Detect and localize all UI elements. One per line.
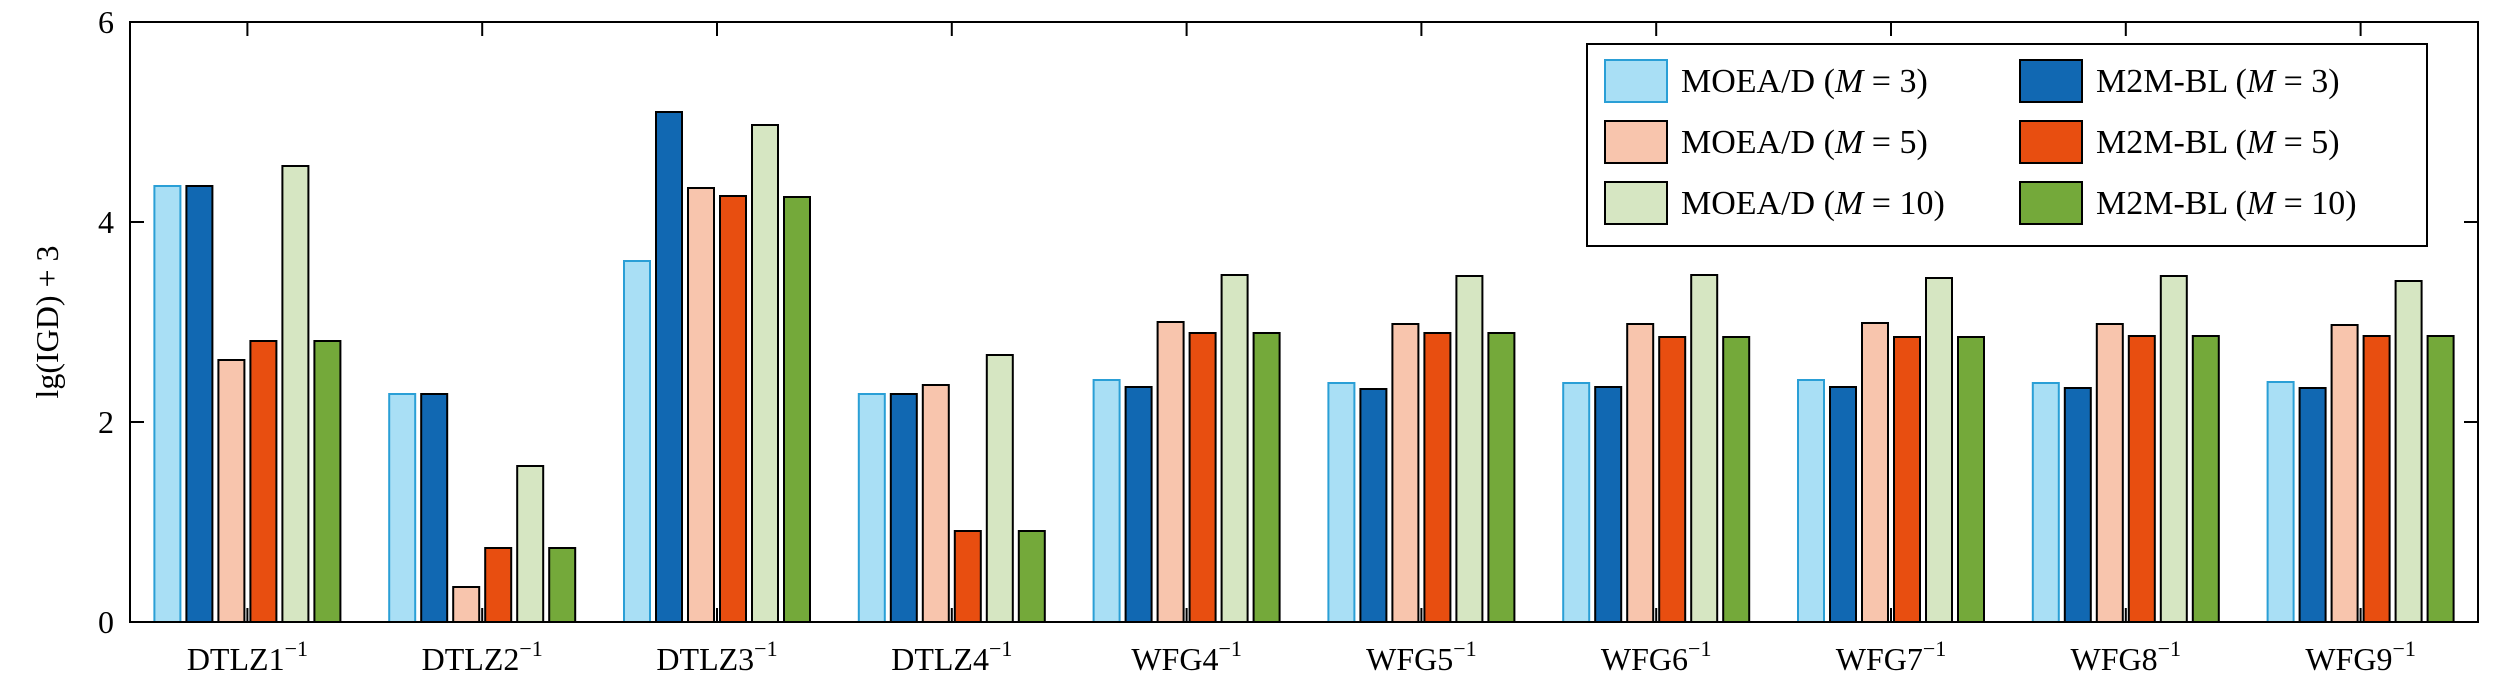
bar-wfg9-series-3 bbox=[2330, 324, 2359, 623]
bar-wfg5-series-6 bbox=[1487, 332, 1516, 623]
x-tick-label-dtlz1: DTLZ1−1 bbox=[187, 636, 308, 677]
bar-dtlz1-series-2 bbox=[185, 185, 214, 623]
legend-swatch-4 bbox=[2019, 120, 2083, 164]
legend-label-1: MOEA/D (M = 3) bbox=[1681, 63, 1928, 100]
bar-wfg8-series-3 bbox=[2095, 323, 2124, 623]
bar-wfg5-series-5 bbox=[1455, 275, 1484, 623]
bar-wfg4-series-6 bbox=[1252, 332, 1281, 623]
y-tick-labels: 0 2 4 6 bbox=[98, 4, 114, 640]
y-tick-label: 6 bbox=[98, 4, 114, 40]
legend-label-4: M2M-BL (M = 5) bbox=[2096, 124, 2340, 161]
bar-dtlz3-series-1 bbox=[623, 260, 651, 623]
bar-wfg7-series-4 bbox=[1893, 336, 1921, 623]
bar-wfg7-series-5 bbox=[1925, 277, 1953, 623]
bar-wfg9-series-5 bbox=[2394, 280, 2423, 623]
legend-label-6: M2M-BL (M = 10) bbox=[2096, 185, 2357, 222]
bar-dtlz1-series-3 bbox=[217, 359, 246, 623]
legend-swatch-2 bbox=[2019, 59, 2083, 103]
bar-dtlz2-series-1 bbox=[388, 393, 417, 623]
bar-wfg8-series-4 bbox=[2127, 335, 2156, 623]
bar-dtlz3-series-5 bbox=[751, 124, 779, 623]
legend-swatch-3 bbox=[1604, 120, 1668, 164]
bar-wfg7-series-6 bbox=[1957, 336, 1985, 623]
bar-wfg7-series-1 bbox=[1797, 379, 1825, 623]
bar-dtlz3-series-2 bbox=[655, 111, 683, 623]
axes-layer bbox=[129, 21, 2479, 623]
bar-wfg9-series-2 bbox=[2298, 387, 2327, 623]
bar-wfg7-series-2 bbox=[1829, 386, 1857, 623]
bar-wfg8-series-5 bbox=[2159, 275, 2188, 623]
y-axis-label: lg(IGD) + 3 bbox=[29, 245, 65, 398]
x-tick-label-wfg8: WFG8−1 bbox=[2071, 636, 2182, 677]
bar-wfg5-series-1 bbox=[1327, 382, 1356, 623]
bar-dtlz2-series-6 bbox=[548, 547, 577, 623]
bar-dtlz1-series-4 bbox=[249, 340, 278, 623]
bar-dtlz1-series-5 bbox=[281, 165, 310, 623]
bar-dtlz1-series-6 bbox=[313, 340, 342, 623]
bar-wfg7-series-3 bbox=[1861, 322, 1889, 623]
bar-dtlz2-series-4 bbox=[484, 547, 513, 623]
legend-swatch-1 bbox=[1604, 59, 1668, 103]
bar-wfg9-series-6 bbox=[2426, 335, 2455, 623]
bar-dtlz3-series-4 bbox=[719, 195, 747, 623]
bar-wfg5-series-2 bbox=[1359, 388, 1388, 623]
x-tick-label-wfg9: WFG9−1 bbox=[2305, 636, 2416, 677]
bar-dtlz2-series-2 bbox=[420, 393, 449, 623]
bars-layer bbox=[153, 111, 2455, 623]
bar-wfg6-series-3 bbox=[1626, 323, 1655, 623]
x-tick-label-wfg4: WFG4−1 bbox=[1131, 636, 1242, 677]
bar-wfg4-series-5 bbox=[1220, 274, 1249, 623]
y-tick-label: 0 bbox=[98, 604, 114, 640]
bar-dtlz2-series-3 bbox=[452, 586, 481, 623]
bar-wfg6-series-4 bbox=[1658, 336, 1687, 623]
x-tick-label-dtlz3: DTLZ3−1 bbox=[656, 636, 777, 677]
bar-wfg5-series-4 bbox=[1423, 332, 1452, 623]
bar-wfg4-series-3 bbox=[1156, 321, 1185, 623]
bar-wfg5-series-3 bbox=[1391, 323, 1420, 623]
bar-wfg6-series-2 bbox=[1594, 386, 1623, 623]
legend-label-5: MOEA/D (M = 10) bbox=[1681, 185, 1945, 222]
bar-dtlz2-series-5 bbox=[516, 465, 545, 623]
bar-dtlz1-series-1 bbox=[153, 185, 182, 623]
bar-wfg6-series-1 bbox=[1562, 382, 1591, 623]
legend-swatch-6 bbox=[2019, 181, 2083, 225]
x-tick-label-dtlz2: DTLZ2−1 bbox=[422, 636, 543, 677]
bar-dtlz4-series-3 bbox=[921, 384, 950, 623]
bar-wfg8-series-2 bbox=[2063, 387, 2092, 623]
x-tick-labels: DTLZ1−1 DTLZ2−1 DTLZ3−1 DTLZ4−1 WFG4−1 WFG5−1… bbox=[187, 636, 2416, 677]
plot-frame bbox=[129, 21, 2479, 623]
bar-wfg8-series-6 bbox=[2191, 335, 2220, 623]
x-tick-label-wfg5: WFG5−1 bbox=[1366, 636, 1477, 677]
bar-dtlz4-series-4 bbox=[953, 530, 982, 623]
bar-dtlz3-series-6 bbox=[783, 196, 811, 623]
bar-wfg9-series-1 bbox=[2266, 381, 2295, 623]
x-tick-label-wfg6: WFG6−1 bbox=[1601, 636, 1712, 677]
bar-wfg6-series-6 bbox=[1722, 336, 1751, 623]
legend: MOEA/D (M = 3) M2M-BL (M = 3) MOEA/D (M = … bbox=[1586, 43, 2428, 247]
legend-box bbox=[1586, 43, 2428, 247]
bar-dtlz4-series-5 bbox=[985, 354, 1014, 623]
x-tick-label-wfg7: WFG7−1 bbox=[1836, 636, 1947, 677]
bar-dtlz4-series-6 bbox=[1017, 530, 1046, 623]
bar-wfg4-series-4 bbox=[1188, 332, 1217, 623]
y-tick-label: 4 bbox=[98, 204, 114, 240]
bar-wfg9-series-4 bbox=[2362, 335, 2391, 623]
bar-wfg4-series-2 bbox=[1124, 386, 1153, 623]
bar-dtlz4-series-1 bbox=[857, 393, 886, 623]
x-tick-label-dtlz4: DTLZ4−1 bbox=[891, 636, 1012, 677]
bar-wfg6-series-5 bbox=[1690, 274, 1719, 623]
bar-wfg8-series-1 bbox=[2031, 382, 2060, 623]
legend-swatch-5 bbox=[1604, 181, 1668, 225]
legend-label-3: MOEA/D (M = 5) bbox=[1681, 124, 1928, 161]
bar-dtlz4-series-2 bbox=[889, 393, 918, 623]
bar-dtlz3-series-3 bbox=[687, 187, 715, 623]
y-tick-label: 2 bbox=[98, 404, 114, 440]
legend-label-2: M2M-BL (M = 3) bbox=[2096, 63, 2340, 100]
bar-wfg4-series-1 bbox=[1092, 379, 1121, 623]
